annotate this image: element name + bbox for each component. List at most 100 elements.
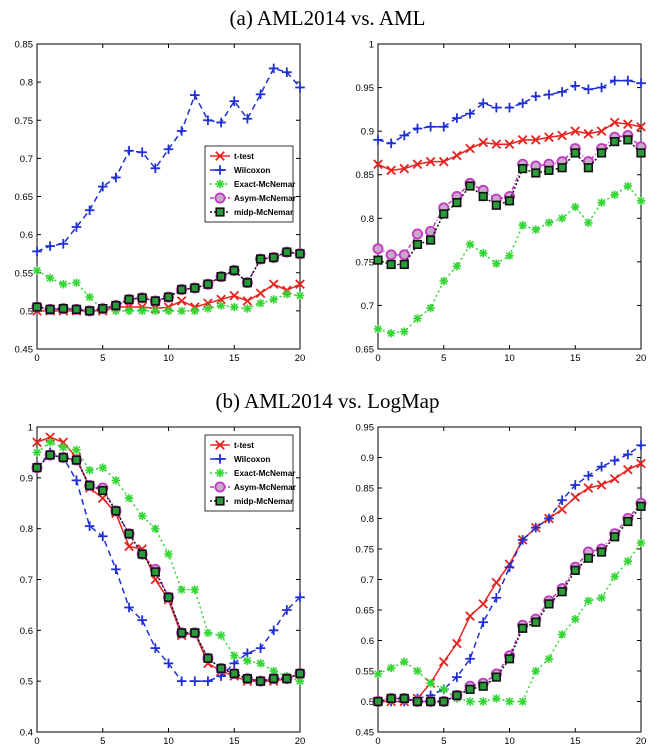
legend-label-exact-mcnemar: Exact-McNemar (234, 469, 296, 478)
data-point-exact-mcnemar (138, 306, 147, 316)
data-point-midp-mcnemar (452, 198, 462, 208)
x-tick-label: 15 (570, 736, 581, 744)
data-point-wilcoxon (623, 449, 633, 460)
data-point-exact-mcnemar (45, 438, 55, 447)
x-tick-label: 20 (636, 736, 647, 744)
data-point-midp-mcnemar (163, 592, 174, 602)
data-point-exact-mcnemar (584, 596, 593, 606)
data-point-exact-mcnemar (531, 666, 540, 676)
data-point-midp-mcnemar (190, 283, 200, 293)
data-point-wilcoxon (399, 130, 410, 141)
data-point-t-test (32, 437, 42, 448)
data-point-wilcoxon (176, 676, 187, 686)
data-point-midp-mcnemar (111, 300, 121, 311)
series-t-test (373, 117, 646, 176)
y-tick-label: 0.8 (20, 78, 33, 89)
y-tick-label: 0.55 (15, 268, 34, 279)
data-point-midp-mcnemar (177, 628, 187, 638)
data-point-wilcoxon (557, 495, 567, 505)
legend-marker-wilcoxon (215, 165, 225, 175)
legend-marker-asym-mcnemar (214, 192, 226, 204)
data-point-t-test (478, 599, 489, 609)
x-tick-label: 5 (441, 353, 446, 364)
data-point-t-test (295, 279, 305, 290)
y-tick-label: 0.8 (20, 524, 33, 535)
data-point-midp-mcnemar (386, 693, 396, 704)
data-point-midp-mcnemar (557, 587, 567, 597)
data-point-midp-mcnemar (373, 255, 383, 265)
data-point-exact-mcnemar (571, 202, 580, 212)
data-point-wilcoxon (623, 75, 633, 86)
data-point-midp-mcnemar (84, 306, 95, 316)
data-point-midp-mcnemar (544, 165, 554, 175)
y-tick-label: 0.65 (356, 345, 375, 356)
data-point-t-test (229, 290, 240, 301)
data-point-midp-mcnemar (295, 249, 305, 259)
x-tick-label: 0 (375, 736, 380, 744)
series-exact-mcnemar (373, 181, 646, 338)
data-point-t-test (373, 159, 383, 170)
data-point-exact-mcnemar (32, 448, 42, 457)
data-point-wilcoxon (163, 144, 174, 155)
y-tick-label: 0.65 (356, 606, 375, 617)
legend-label-midp-mcnemar: midp-McNemar (234, 208, 294, 217)
data-point-t-test (557, 504, 567, 515)
data-point-t-test (557, 130, 567, 141)
data-point-exact-mcnemar (584, 218, 593, 227)
data-point-midp-mcnemar (465, 684, 475, 694)
data-point-t-test (399, 163, 410, 174)
data-point-midp-mcnemar (58, 303, 68, 314)
data-point-exact-mcnemar (636, 196, 646, 206)
section-title-b: (b) AML2014 vs. LogMap (215, 389, 440, 413)
data-point-wilcoxon (32, 246, 42, 257)
data-point-t-test (570, 492, 581, 502)
data-point-exact-mcnemar (230, 302, 239, 312)
data-point-wilcoxon (517, 535, 528, 545)
data-point-asym-mcnemar (385, 249, 397, 261)
data-point-t-test (452, 150, 462, 161)
data-point-midp-mcnemar (269, 674, 279, 684)
data-point-midp-mcnemar (229, 668, 239, 679)
data-point-wilcoxon (124, 145, 134, 156)
data-point-midp-mcnemar (623, 516, 633, 527)
data-point-exact-mcnemar (610, 572, 619, 581)
data-point-midp-mcnemar (623, 135, 633, 145)
data-point-midp-mcnemar (124, 294, 134, 305)
data-point-wilcoxon (71, 475, 82, 486)
data-point-exact-mcnemar (413, 314, 422, 323)
y-tick-label: 0.75 (356, 545, 375, 556)
data-point-t-test (517, 135, 528, 145)
data-point-midp-mcnemar (98, 485, 108, 496)
data-point-wilcoxon (111, 172, 121, 183)
data-point-exact-mcnemar (492, 694, 501, 703)
plot-frame (377, 426, 642, 733)
data-point-midp-mcnemar (596, 547, 607, 557)
data-point-exact-mcnemar (465, 697, 475, 706)
y-tick-label: 0.65 (15, 192, 34, 203)
data-point-exact-mcnemar (439, 685, 448, 694)
data-point-exact-mcnemar (518, 697, 527, 706)
data-point-exact-mcnemar (256, 299, 265, 308)
data-point-midp-mcnemar (84, 480, 95, 491)
data-point-exact-mcnemar (623, 557, 633, 566)
data-point-t-test (530, 135, 541, 145)
y-tick-label: 0.85 (356, 484, 375, 495)
data-point-exact-mcnemar (531, 225, 540, 234)
legend: t-test Wilcoxon Exact-McNemar Asym-McNemar m… (204, 434, 297, 512)
data-point-exact-mcnemar (151, 524, 160, 533)
y-tick-label: 0.45 (356, 728, 375, 739)
legend-marker-wilcoxon (215, 454, 225, 464)
data-point-t-test (609, 474, 620, 484)
data-point-wilcoxon (636, 78, 646, 89)
data-point-exact-mcnemar (426, 679, 435, 688)
data-point-wilcoxon (504, 102, 515, 113)
data-point-exact-mcnemar (72, 445, 81, 455)
data-point-wilcoxon (242, 648, 253, 659)
y-tick-label: 0.8 (361, 514, 374, 525)
series-line-exact-mcnemar (377, 542, 642, 703)
data-point-exact-mcnemar (45, 273, 55, 283)
y-tick-label: 0.55 (356, 667, 375, 678)
data-point-exact-mcnemar (571, 614, 580, 624)
data-point-exact-mcnemar (439, 276, 448, 286)
data-point-wilcoxon (583, 84, 594, 95)
